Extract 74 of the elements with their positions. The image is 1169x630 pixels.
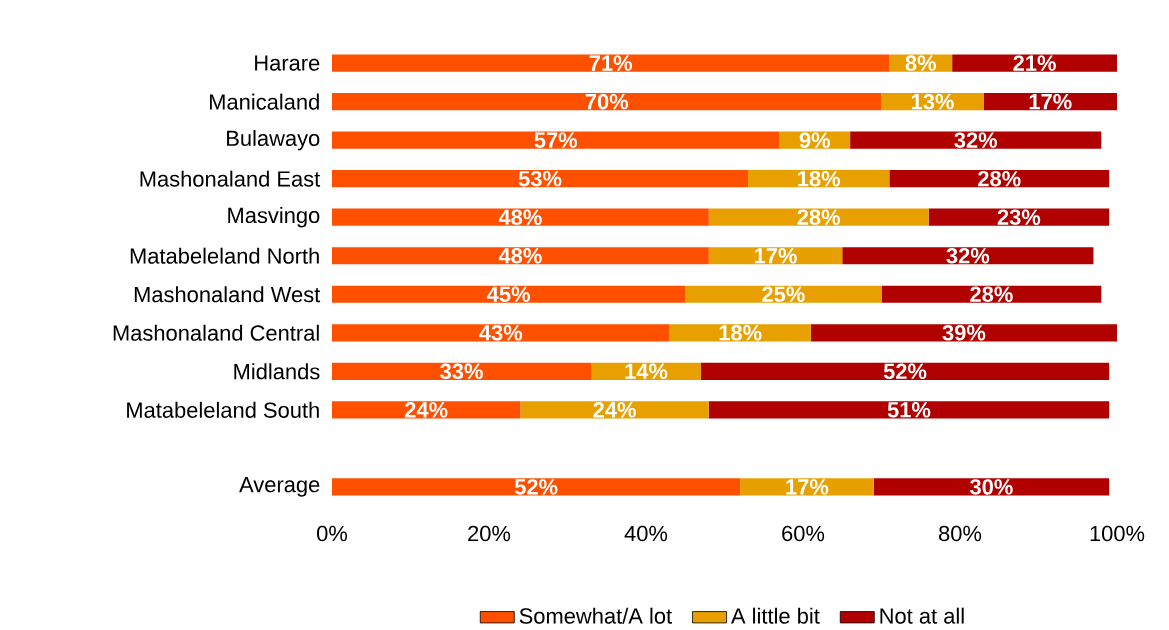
data-label: 9% [799, 132, 831, 148]
data-label: 14% [625, 363, 668, 379]
data-label: 45% [487, 286, 530, 302]
data-label: 39% [942, 325, 986, 341]
data-label: 8% [905, 55, 937, 71]
data-label: 28% [978, 170, 1021, 187]
data-label: 24% [593, 402, 636, 418]
bar [332, 54, 890, 72]
data-label: 24% [405, 402, 448, 418]
data-label: 57% [534, 132, 578, 148]
data-label: 23% [997, 209, 1041, 225]
bar [332, 324, 670, 342]
y-tick-label: Mashonaland East [140, 170, 321, 187]
data-label: 33% [440, 363, 483, 380]
data-label: 30% [969, 479, 1013, 495]
y-tick-label: Bulawayo [227, 129, 320, 151]
x-tick-label: 60% [782, 525, 825, 542]
bar [332, 93, 882, 111]
data-label: 52% [514, 479, 558, 495]
bar [810, 324, 1118, 342]
bar [332, 247, 709, 265]
legend-label: A little bit [730, 607, 820, 624]
bar [708, 208, 929, 226]
data-label: 17% [786, 479, 829, 495]
data-label: 28% [797, 209, 841, 225]
y-tick-label: Harare [255, 55, 320, 71]
data-label: 25% [762, 286, 805, 303]
data-label: 52% [883, 363, 927, 380]
bar [700, 362, 1110, 380]
y-tick-label: Average [239, 477, 320, 497]
bar [850, 131, 1102, 149]
y-tick-label: Manicaland [210, 93, 319, 110]
x-tick-label: 100% [1090, 525, 1145, 542]
y-tick-label: Mashonaland West [134, 286, 321, 303]
x-tick-label: 80% [939, 525, 982, 542]
x-tick-label: 40% [624, 525, 668, 542]
bar [685, 285, 882, 303]
data-label: 32% [946, 247, 990, 264]
data-label: 48% [498, 209, 542, 225]
data-label: 21% [1013, 55, 1056, 71]
bar [332, 285, 686, 303]
data-label: 43% [479, 325, 523, 341]
bar [881, 285, 1102, 303]
y-tick-label: Matabeleland South [127, 401, 319, 418]
x-tick-label: 0% [317, 525, 348, 542]
data-label: 48% [498, 248, 542, 264]
bar [332, 131, 780, 149]
bar [332, 170, 749, 188]
bar [332, 208, 709, 226]
data-label: 53% [518, 170, 562, 187]
y-tick-label: Mashonaland Central [113, 324, 319, 341]
data-label: 18% [719, 325, 762, 341]
bar [332, 478, 741, 496]
bar [332, 362, 592, 380]
data-label: 17% [1029, 93, 1072, 110]
bar [520, 401, 709, 419]
data-label: 32% [954, 132, 998, 148]
bar [873, 478, 1110, 496]
x-tick-label: 20% [468, 525, 511, 542]
bar [708, 401, 1110, 419]
bar [842, 247, 1094, 265]
data-label: 70% [585, 93, 629, 110]
data-label: 18% [798, 170, 841, 187]
y-tick-label: Masvingo [228, 207, 320, 228]
y-tick-label: Midlands [234, 363, 320, 380]
data-label: 28% [970, 286, 1013, 303]
data-label: 51% [887, 402, 931, 418]
data-label: 13% [911, 93, 954, 110]
data-label: 17% [754, 248, 797, 264]
legend-label: Not at all [880, 607, 964, 624]
bar [889, 170, 1110, 188]
data-label: 71% [589, 55, 633, 71]
y-tick-label: Matabeleland North [130, 247, 319, 264]
legend-label: Somewhat/A lot [519, 607, 672, 624]
